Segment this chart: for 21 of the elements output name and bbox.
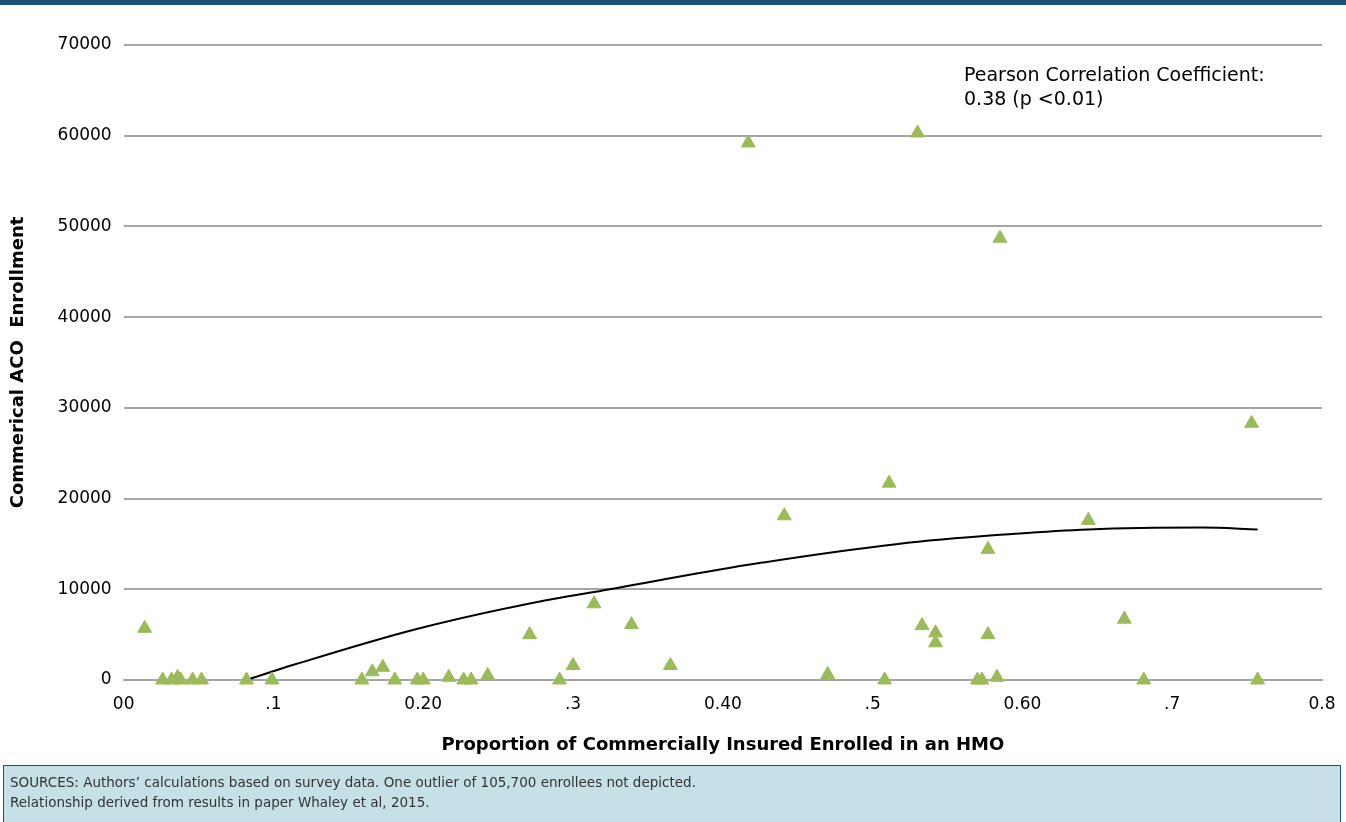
x-tick-label: 00 [112, 692, 135, 713]
x-tick-label: .1 [265, 692, 282, 713]
y-tick-label: 0 [100, 668, 112, 689]
y-axis-title: Commerical ACO Enrollment [6, 216, 28, 509]
y-tick-label: 30000 [57, 396, 112, 417]
x-tick-label: .3 [564, 692, 582, 713]
source-note: SOURCES: Authors’ calculations based on survey data. One outlier of 105,700 enrollees not depicted. Relationship derived from results in paper Whaley et al, 2015. [3, 765, 1341, 822]
y-tick-label: 60000 [57, 124, 112, 145]
x-tick-label: .5 [864, 692, 881, 713]
x-tick-label: 0.8 [1308, 692, 1336, 713]
y-tick-label: 20000 [57, 486, 112, 507]
x-axis-title: Proportion of Commercially Insured Enrolled in an HMO [441, 732, 1005, 754]
y-tick-label: 10000 [57, 577, 112, 598]
y-tick-label: 50000 [57, 214, 112, 235]
x-tick-label: 0.40 [703, 692, 742, 713]
y-tick-label: 70000 [57, 33, 112, 54]
x-tick-label: 0.20 [404, 692, 443, 713]
annotation: Pearson Correlation Coefficient: 0.38 (p <0.01) [964, 63, 1265, 110]
x-tick-label: .7 [1164, 692, 1181, 713]
y-tick-label: 40000 [57, 305, 112, 326]
x-tick-label: 0.60 [1003, 692, 1042, 713]
